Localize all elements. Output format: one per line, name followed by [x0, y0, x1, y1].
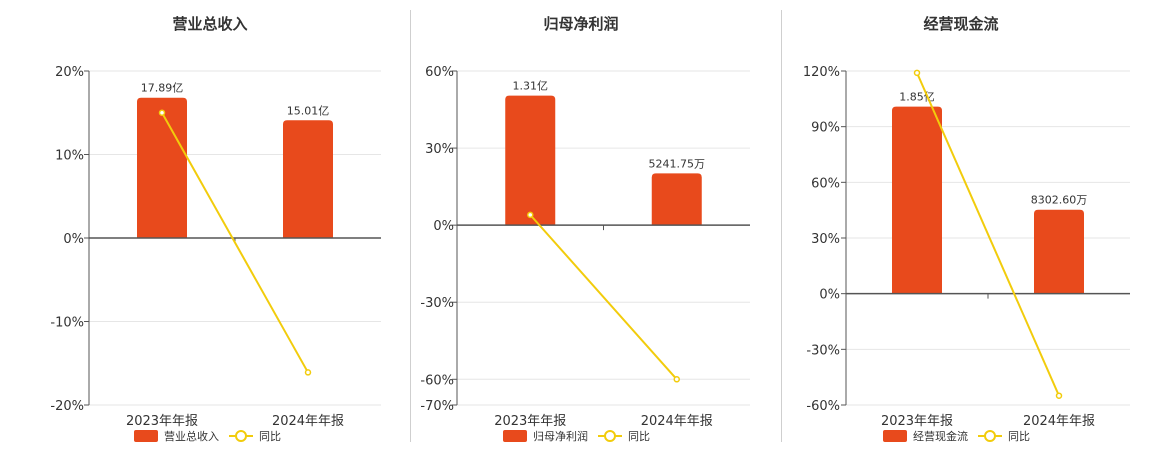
bar-data-label: 17.89亿 [141, 82, 184, 95]
bar-data-label: 8302.60万 [1031, 194, 1088, 207]
y-tick-label: -20% [50, 399, 84, 414]
x-category-label: 2024年年报 [1023, 414, 1095, 429]
chart-panel-net-profit: 归母净利润 60% 30% 0% -30% -60% -70% 1.31亿 2023年年报 524… [411, 0, 781, 450]
bar[interactable] [892, 106, 942, 294]
chart-title: 经营现金流 [923, 15, 998, 33]
yoy-point[interactable] [158, 109, 166, 116]
chart-svg: 归母净利润 60% 30% 0% -30% -60% -70% 1.31亿 2023年年报 524… [420, 15, 750, 443]
legend-label-bar[interactable]: 营业总收入 [164, 429, 219, 443]
chart-svg: 营业总收入 20% 10% 0% -10% -20% 17.89亿 2023年年报 15.01亿… [50, 15, 381, 443]
legend-label-bar[interactable]: 归母净利润 [533, 429, 588, 443]
y-tick-label: 120% [803, 65, 840, 80]
legend-marker-line [604, 430, 616, 442]
yoy-point[interactable] [673, 376, 680, 383]
yoy-point[interactable] [527, 211, 534, 219]
bar[interactable] [283, 120, 333, 238]
chart-panel-revenue: 营业总收入 20% 10% 0% -10% -20% 17.89亿 2023年年报 15.01亿… [0, 0, 410, 450]
legend-swatch-bar[interactable] [503, 430, 527, 442]
bar[interactable] [651, 173, 702, 226]
y-tick-label: -70% [420, 399, 454, 414]
y-tick-label: 0% [819, 288, 840, 303]
y-tick-label: -60% [420, 373, 454, 388]
bar[interactable] [137, 97, 187, 238]
legend-label-line[interactable]: 同比 [628, 430, 650, 443]
yoy-line [529, 214, 678, 380]
yoy-point[interactable] [1055, 392, 1063, 399]
x-category-label: 2024年年报 [641, 414, 713, 429]
legend-label-line[interactable]: 同比 [1008, 430, 1030, 443]
legend-label-bar[interactable]: 经营现金流 [913, 429, 968, 443]
y-tick-label: 60% [811, 176, 840, 191]
y-tick-label: 30% [425, 142, 454, 157]
chart-svg: 经营现金流120%90%60%30%0%-30%-60%1.85亿2023年年报… [803, 15, 1130, 443]
x-category-label: 2023年年报 [126, 414, 198, 429]
chart-title: 营业总收入 [172, 15, 247, 33]
legend-marker-line [984, 430, 996, 442]
legend-marker-line [235, 430, 247, 442]
yoy-point[interactable] [913, 69, 921, 77]
chart-panel-cash-flow: 经营现金流 120% 90% 60% 30% 0% -30% -60% 1.85亿 2023年年报… [782, 0, 1160, 450]
y-tick-label: -10% [50, 316, 84, 331]
y-tick-label: -30% [806, 343, 840, 358]
y-tick-label: 10% [55, 149, 84, 164]
bar-data-label: 1.31亿 [513, 80, 549, 93]
y-tick-label: -30% [420, 296, 454, 311]
chart-title: 归母净利润 [543, 15, 618, 33]
x-category-label: 2023年年报 [881, 414, 953, 429]
bar[interactable] [1034, 209, 1084, 294]
legend-swatch-bar[interactable] [883, 430, 907, 442]
yoy-line [161, 112, 309, 373]
y-tick-label: 90% [811, 121, 840, 136]
y-tick-label: 0% [433, 219, 454, 234]
legend-swatch-bar[interactable] [134, 430, 158, 442]
y-tick-label: 20% [55, 65, 84, 80]
panel-divider [410, 10, 411, 442]
y-tick-label: 0% [63, 232, 84, 247]
yoy-line [916, 72, 1060, 397]
x-category-label: 2023年年报 [494, 414, 566, 429]
panel-divider [781, 10, 782, 442]
yoy-point[interactable] [304, 369, 312, 376]
y-tick-label: 60% [425, 65, 454, 80]
bar[interactable] [505, 95, 556, 226]
legend-label-line[interactable]: 同比 [259, 430, 281, 443]
x-category-label: 2024年年报 [272, 414, 344, 429]
bar-data-label: 5241.75万 [649, 157, 706, 170]
y-tick-label: -60% [806, 399, 840, 414]
bar-data-label: 15.01亿 [287, 104, 330, 117]
y-tick-label: 30% [811, 232, 840, 247]
